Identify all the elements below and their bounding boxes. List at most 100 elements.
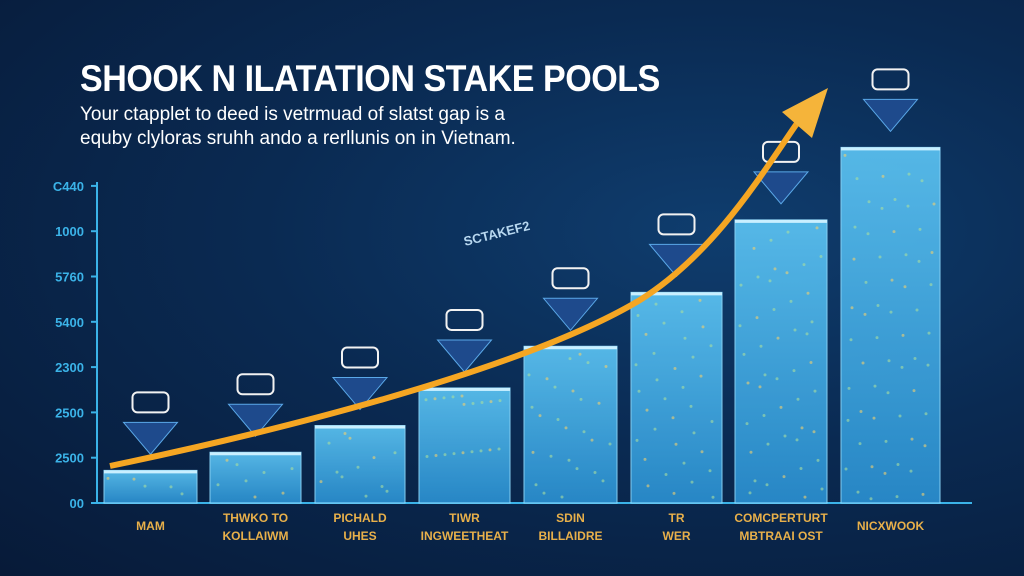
- bar-sparkle: [909, 469, 913, 473]
- bar-sparkle: [216, 483, 220, 487]
- bar-sparkle: [799, 467, 803, 470]
- bar-sparkle: [542, 491, 546, 495]
- bar-sparkle: [471, 401, 475, 405]
- bar-sparkle: [460, 394, 464, 398]
- bar-sparkle: [545, 377, 549, 381]
- bar-sparkle: [759, 344, 763, 348]
- bar-sparkle: [763, 373, 767, 377]
- bar-sparkle: [863, 312, 867, 316]
- bar-top: [104, 470, 197, 474]
- bar-sparkle: [689, 404, 693, 408]
- bar-sparkle: [910, 437, 914, 441]
- bar-sparkle: [746, 381, 750, 385]
- bar-sparkle: [896, 463, 900, 467]
- bar-sparkle: [855, 177, 859, 181]
- y-tick-label: 2300: [55, 360, 84, 375]
- x-tick-label: BILLAIDRE: [539, 529, 603, 543]
- bar-sparkle: [442, 396, 446, 400]
- bar-sparkle: [749, 450, 753, 454]
- bar-sparkle: [567, 458, 571, 462]
- bar-sparkle: [844, 467, 848, 471]
- bar-sparkle: [887, 359, 891, 363]
- bar-sparkle: [424, 398, 428, 402]
- bar-sparkle: [773, 267, 777, 271]
- chart-subtitle-line-1: Your ctapplet to deed is vetrmuad of sla…: [80, 104, 505, 125]
- bar-sparkle: [867, 200, 871, 204]
- marker-triangle-icon: [862, 98, 919, 133]
- bar-sparkle: [930, 251, 934, 255]
- bar-sparkle: [608, 442, 612, 446]
- bar-sparkle: [385, 489, 389, 493]
- bar-sparkle: [883, 471, 887, 475]
- pool-icon: [657, 213, 696, 236]
- bar-sparkle: [578, 352, 582, 356]
- bar-sparkle: [813, 389, 817, 393]
- bar-sparkle: [701, 325, 705, 329]
- bar-sparkle: [372, 456, 376, 460]
- x-tick-label: NICXWOOK: [857, 519, 925, 533]
- bar-sparkle: [531, 450, 535, 454]
- bar: [734, 219, 828, 504]
- bar-sparkle: [843, 153, 847, 157]
- bar-sparkle: [637, 389, 641, 393]
- bar-sparkle: [425, 454, 429, 458]
- bar-sparkle: [671, 416, 675, 420]
- bar-sparkle: [488, 448, 492, 452]
- bar-sparkle: [924, 412, 928, 416]
- bar: [209, 451, 302, 504]
- bar-sparkle: [534, 483, 538, 487]
- bar-sparkle: [498, 399, 502, 403]
- bar-sparkle: [901, 333, 905, 337]
- bar-sparkle: [765, 483, 769, 487]
- x-tick-label: MAM: [136, 519, 165, 533]
- bar-sparkle: [742, 352, 746, 356]
- bar-sparkle: [253, 495, 257, 499]
- bar-sparkle: [262, 471, 266, 475]
- bar-sparkle: [586, 361, 590, 365]
- bar-sparkle: [927, 331, 931, 335]
- bar-sparkle: [772, 308, 776, 311]
- bar-sparkle: [654, 302, 658, 306]
- bar-sparkle: [884, 439, 888, 443]
- bar: [630, 291, 723, 504]
- bar-sparkle: [872, 416, 876, 420]
- bar-top: [735, 219, 827, 223]
- bar-sparkle: [497, 447, 501, 451]
- bar-sparkle: [601, 479, 605, 483]
- bar-sparkle: [810, 320, 814, 324]
- x-tick-label: TIWR: [449, 511, 480, 525]
- bar-sparkle: [662, 321, 666, 325]
- chart-subtitle-line-2: equby clyloras sruhh ando a rerllunis on…: [80, 128, 516, 149]
- bar-sparkle: [739, 283, 743, 287]
- bar-sparkle: [782, 475, 786, 479]
- bar-sparkle: [900, 365, 904, 369]
- bar-sparkle: [903, 285, 907, 289]
- bar-sparkle: [915, 308, 919, 312]
- bar-sparkle: [886, 391, 890, 395]
- bar-sparkle: [538, 414, 542, 418]
- bar-sparkle: [816, 458, 820, 462]
- bar-sparkle: [340, 475, 344, 479]
- annotation-label: SCTAKEF2: [462, 218, 531, 249]
- bar-sparkle: [752, 246, 756, 250]
- y-tick-label: 1000: [55, 224, 84, 239]
- bar-sparkle: [480, 401, 484, 405]
- x-tick-label: KOLLAIWM: [223, 529, 289, 543]
- bar-sparkle: [815, 226, 819, 230]
- bar-sparkle: [235, 463, 239, 467]
- marker-triangle-icon: [436, 339, 493, 373]
- bar-sparkle: [673, 366, 677, 370]
- bar-sparkle: [846, 418, 850, 422]
- bar-sparkle: [393, 451, 397, 455]
- bar-sparkle: [755, 316, 759, 320]
- bar-sparkle: [766, 442, 770, 446]
- bar-sparkle: [753, 479, 757, 483]
- bar-sparkle: [433, 397, 437, 401]
- bar-sparkle: [683, 336, 687, 340]
- bar-sparkle: [645, 408, 649, 412]
- bar-sparkle: [556, 418, 560, 422]
- bar-sparkle: [590, 438, 594, 442]
- bar-sparkle: [847, 386, 851, 390]
- bar-sparkle: [849, 338, 853, 342]
- bar-sparkle: [866, 232, 870, 236]
